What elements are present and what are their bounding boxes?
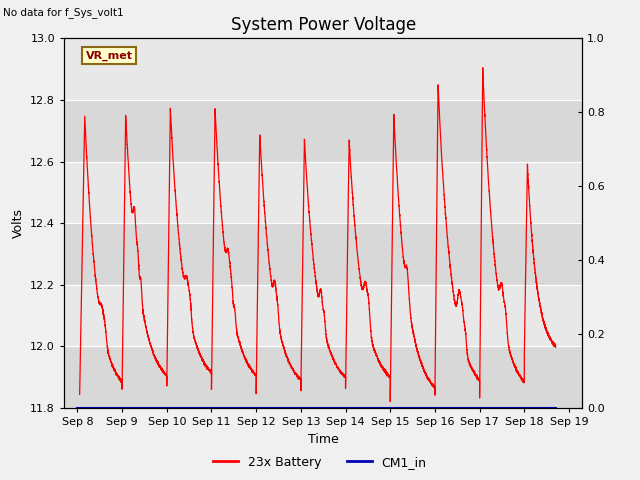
X-axis label: Time: Time xyxy=(308,432,339,445)
Bar xyxy=(64,100,582,162)
Text: No data for f_Sys_volt1: No data for f_Sys_volt1 xyxy=(3,7,124,18)
Legend: 23x Battery, CM1_in: 23x Battery, CM1_in xyxy=(208,451,432,474)
Bar xyxy=(64,285,582,347)
Title: System Power Voltage: System Power Voltage xyxy=(230,16,416,34)
Bar xyxy=(64,223,582,285)
Y-axis label: Volts: Volts xyxy=(12,208,24,238)
Bar xyxy=(64,347,582,408)
Bar xyxy=(64,38,582,100)
Bar xyxy=(64,162,582,223)
Text: VR_met: VR_met xyxy=(86,51,132,61)
